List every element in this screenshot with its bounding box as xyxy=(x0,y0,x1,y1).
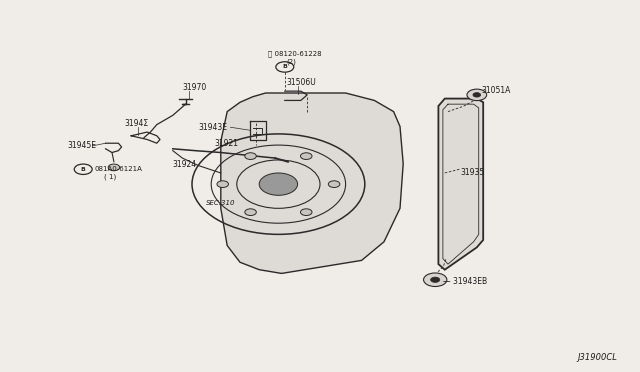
Text: 31935: 31935 xyxy=(461,169,485,177)
Text: ( 1): ( 1) xyxy=(104,173,116,180)
Text: SEC.310: SEC.310 xyxy=(206,200,236,206)
Circle shape xyxy=(244,209,256,215)
Text: 31943E: 31943E xyxy=(198,123,227,132)
Text: Ⓑ 08120-61228: Ⓑ 08120-61228 xyxy=(268,51,321,57)
Text: J31900CL: J31900CL xyxy=(578,353,618,362)
Circle shape xyxy=(217,181,228,187)
Polygon shape xyxy=(438,99,483,270)
Text: 31924: 31924 xyxy=(173,160,197,169)
Text: B: B xyxy=(81,167,86,172)
Circle shape xyxy=(467,89,486,100)
Text: (2): (2) xyxy=(287,59,296,65)
Circle shape xyxy=(301,153,312,160)
Text: 31051A: 31051A xyxy=(481,86,511,94)
Text: 31506U: 31506U xyxy=(287,78,316,87)
Circle shape xyxy=(301,209,312,215)
Circle shape xyxy=(328,181,340,187)
Circle shape xyxy=(431,277,440,282)
Circle shape xyxy=(244,153,256,160)
Text: — 31943EB: — 31943EB xyxy=(443,278,487,286)
Polygon shape xyxy=(221,93,403,273)
Circle shape xyxy=(473,93,481,97)
Circle shape xyxy=(424,273,447,286)
Text: 31970: 31970 xyxy=(182,83,207,92)
Text: 081A0-6121A: 081A0-6121A xyxy=(95,166,143,172)
Text: B: B xyxy=(282,64,287,70)
Text: 3194Σ: 3194Σ xyxy=(125,119,149,128)
Text: 31921: 31921 xyxy=(214,139,239,148)
Circle shape xyxy=(108,164,120,171)
Text: 31945E: 31945E xyxy=(67,141,96,150)
Circle shape xyxy=(259,173,298,195)
